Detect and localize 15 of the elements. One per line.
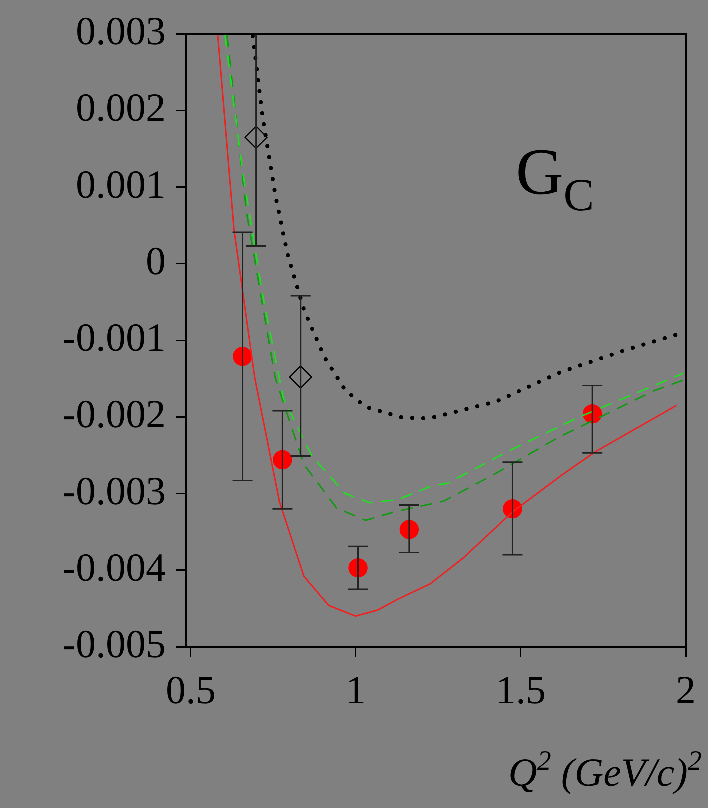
- x-tick-label: 1: [346, 668, 366, 712]
- x-tick-label: 0.5: [166, 668, 216, 712]
- point: [244, 126, 268, 150]
- y-tick-label: -0.001: [62, 315, 166, 360]
- y-tick-label: -0.002: [62, 392, 166, 437]
- x-tick-label: 1.5: [496, 668, 546, 712]
- y-tick-label: 0: [146, 238, 166, 284]
- y-tick-label: 0.002: [76, 85, 166, 130]
- y-tick-label: -0.003: [62, 468, 166, 514]
- y-tick-label: 0.003: [76, 8, 166, 54]
- point: [289, 366, 312, 389]
- y-tick-label: -0.005: [62, 622, 166, 666]
- y-tick-label: 0.001: [76, 162, 166, 207]
- y-tick-label: -0.004: [62, 544, 166, 590]
- x-tick-label: 2: [676, 668, 696, 712]
